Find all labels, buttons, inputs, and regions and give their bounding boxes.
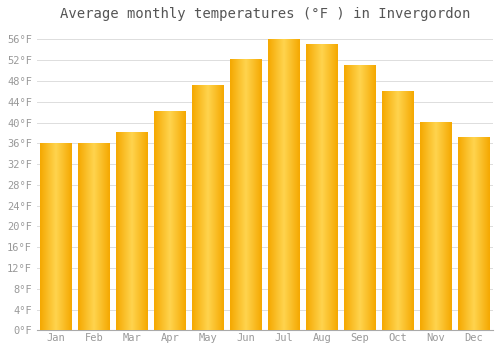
Title: Average monthly temperatures (°F ) in Invergordon: Average monthly temperatures (°F ) in In… (60, 7, 470, 21)
